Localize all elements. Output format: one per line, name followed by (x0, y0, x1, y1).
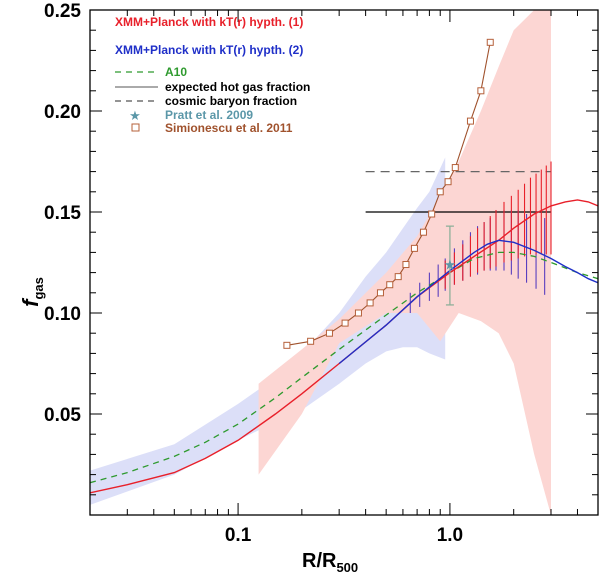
simionescu-point (486, 38, 494, 46)
legend-label: A10 (165, 65, 187, 79)
y-tick-label: 0.25 (44, 1, 81, 22)
legend-swatch (131, 123, 140, 132)
legend-swatch: ★ (129, 108, 141, 123)
y-tick-label: 0.20 (44, 102, 81, 123)
simionescu-point (444, 178, 452, 186)
data-markers: ★ (283, 38, 494, 349)
y-axis-label: fgas (18, 277, 46, 307)
simionescu-point (307, 337, 315, 345)
legend-label: expected hot gas fraction (165, 80, 310, 94)
simionescu-point (325, 329, 333, 337)
simionescu-point (436, 188, 444, 196)
hypothesis-2-line (338, 239, 598, 365)
y-axis-label-main: f (18, 297, 43, 307)
simionescu-point (466, 117, 474, 125)
simionescu-point (394, 273, 402, 281)
tick-labels: 0.1 1.0 0.05 0.10 0.15 0.20 0.25 (44, 1, 463, 546)
legend-label: cosmic baryon fraction (165, 94, 297, 108)
pratt-point: ★ (444, 257, 457, 273)
simionescu-point (283, 341, 291, 349)
simionescu-point (410, 244, 418, 252)
simionescu-point (451, 164, 459, 172)
simionescu-point (376, 289, 384, 297)
simionescu-point (477, 87, 485, 95)
series-lines (90, 42, 598, 494)
simionescu-point (341, 319, 349, 327)
legend-label: Simionescu et al. 2011 (165, 121, 293, 135)
x-axis-label-sub: 500 (336, 560, 358, 575)
simionescu-point (366, 299, 374, 307)
y-tick-label: 0.10 (44, 304, 81, 325)
legend-label: Pratt et al. 2009 (165, 108, 253, 122)
hypothesis-1-line (90, 199, 598, 494)
simionescu-point (354, 309, 362, 317)
simionescu-point (386, 281, 394, 289)
simionescu-point (419, 228, 427, 236)
x-axis-label-main: R/R (302, 550, 337, 572)
plot-frame (89, 9, 599, 516)
legend-label: XMM+Planck with kT(r) hypth. (1) (115, 15, 303, 29)
simionescu-point (428, 210, 436, 218)
legend-label: XMM+Planck with kT(r) hypth. (2) (115, 43, 303, 57)
y-axis-label-sub: gas (31, 277, 46, 299)
y-tick-label: 0.15 (44, 203, 81, 224)
x-axis-label: R/R500 (302, 550, 358, 575)
legend: XMM+Planck with kT(r) hypth. (1) XMM+Plan… (115, 15, 310, 135)
y-tick-label: 0.05 (44, 405, 81, 426)
simionescu-point (402, 261, 410, 269)
x-tick-label: 1.0 (437, 525, 463, 546)
x-tick-label: 0.1 (225, 525, 252, 546)
hypothesis-2-band (90, 157, 446, 505)
